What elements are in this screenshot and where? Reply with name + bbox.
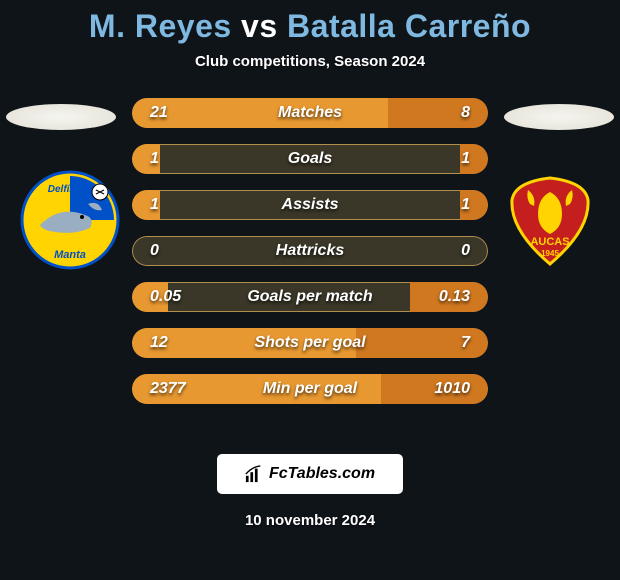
stat-row: 0.05 Goals per match 0.13 bbox=[132, 282, 488, 312]
title-player2: Batalla Carreño bbox=[287, 8, 531, 44]
stat-fill-right bbox=[388, 98, 488, 128]
stat-row: 1 Goals 1 bbox=[132, 144, 488, 174]
stat-value-right: 0.13 bbox=[439, 288, 470, 306]
aucas-badge-icon: AUCAS 1945 bbox=[500, 170, 600, 270]
stat-label: Hattricks bbox=[276, 242, 344, 260]
title-player1: M. Reyes bbox=[89, 8, 232, 44]
stat-value-left: 0 bbox=[150, 242, 159, 260]
stat-value-left: 0.05 bbox=[150, 288, 181, 306]
title-vs: vs bbox=[241, 8, 278, 44]
subtitle: Club competitions, Season 2024 bbox=[0, 53, 620, 70]
player1-silhouette bbox=[6, 104, 116, 130]
stat-value-left: 1 bbox=[150, 150, 159, 168]
stat-value-left: 12 bbox=[150, 334, 168, 352]
club-badge-left: Delfín SC Manta bbox=[20, 170, 120, 270]
svg-text:Delfín SC: Delfín SC bbox=[48, 184, 93, 195]
comparison-stage: Delfín SC Manta AUCAS 1945 21 Matches 8 1 Go… bbox=[0, 98, 620, 438]
svg-text:Manta: Manta bbox=[54, 249, 86, 261]
stat-value-right: 1010 bbox=[434, 380, 470, 398]
brand-box: FcTables.com bbox=[217, 454, 403, 494]
svg-text:AUCAS: AUCAS bbox=[530, 236, 569, 248]
svg-text:1945: 1945 bbox=[541, 249, 559, 258]
stat-label: Shots per goal bbox=[254, 334, 365, 352]
date-text: 10 november 2024 bbox=[0, 512, 620, 529]
stat-label: Matches bbox=[278, 104, 342, 122]
stat-value-right: 7 bbox=[461, 334, 470, 352]
stat-row: 0 Hattricks 0 bbox=[132, 236, 488, 266]
stat-label: Assists bbox=[282, 196, 339, 214]
stat-label: Goals per match bbox=[247, 288, 372, 306]
club-badge-right: AUCAS 1945 bbox=[500, 170, 600, 270]
stat-row: 12 Shots per goal 7 bbox=[132, 328, 488, 358]
brand-text: FcTables.com bbox=[269, 465, 375, 483]
stat-row: 2377 Min per goal 1010 bbox=[132, 374, 488, 404]
stat-value-left: 21 bbox=[150, 104, 168, 122]
stat-value-right: 8 bbox=[461, 104, 470, 122]
stat-value-right: 0 bbox=[461, 242, 470, 260]
bar-chart-icon bbox=[245, 465, 263, 483]
stat-value-left: 2377 bbox=[150, 380, 186, 398]
stat-row: 21 Matches 8 bbox=[132, 98, 488, 128]
stat-value-right: 1 bbox=[461, 150, 470, 168]
stat-fill-left bbox=[132, 98, 388, 128]
stat-value-left: 1 bbox=[150, 196, 159, 214]
stat-value-right: 1 bbox=[461, 196, 470, 214]
stat-rows: 21 Matches 8 1 Goals 1 1 Assists 1 0 Hattricks 0 0.0… bbox=[132, 98, 488, 420]
delfin-badge-icon: Delfín SC Manta bbox=[20, 170, 120, 270]
stat-label: Min per goal bbox=[263, 380, 357, 398]
comparison-title: M. Reyes vs Batalla Carreño bbox=[0, 0, 620, 45]
stat-row: 1 Assists 1 bbox=[132, 190, 488, 220]
stat-label: Goals bbox=[288, 150, 332, 168]
player2-silhouette bbox=[504, 104, 614, 130]
